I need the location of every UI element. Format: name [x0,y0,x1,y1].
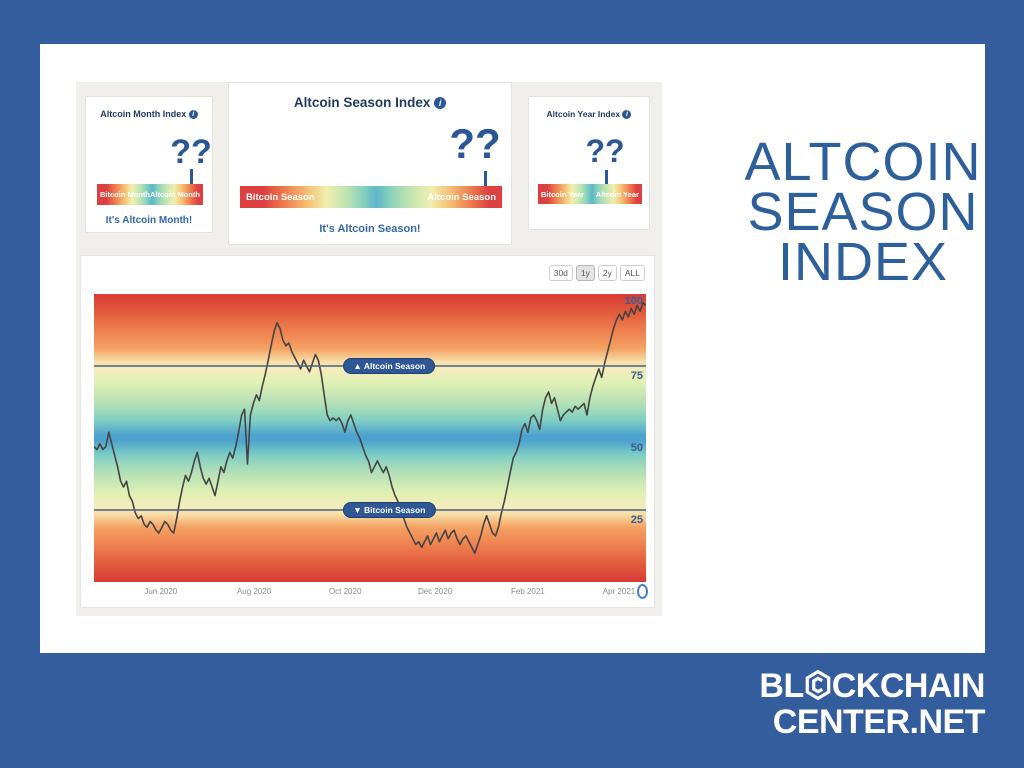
y-axis-label-75: 75 [630,370,643,382]
page-title-line-3: INDEX [777,232,949,292]
info-icon[interactable]: i [434,97,447,109]
month-caption: It's Altcoin Month! [105,215,193,226]
season-gradient-bar: Bitcoin Season Altcoin Season [240,186,502,208]
info-icon[interactable]: i [622,110,632,119]
x-axis-label-feb-2021: Feb 2021 [510,587,545,596]
y-axis-label-50: 50 [630,442,643,454]
y-axis-label-100: 100 [624,295,643,307]
content-panel: Altcoin Month Index i ?? Bitcoin Month A… [40,44,985,653]
range-button-all[interactable]: ALL [619,265,645,281]
website-screenshot-area: Altcoin Month Index i ?? Bitcoin Month A… [76,82,662,616]
blockchaincenter-logo: BL CKCHAIN CENTER.NET [759,668,985,740]
x-axis-label-dec-2020: Dec 2020 [418,587,453,596]
range-button-1y[interactable]: 1y [575,265,595,281]
x-axis-label-aug-2020: Aug 2020 [236,587,272,596]
month-gradient-bar: Bitcoin Month Altcoin Month [97,184,203,205]
year-index-value: ?? [585,133,625,169]
bitcoin-month-label: Bitcoin Month [100,190,150,199]
page-title: ALTCOIN SEASON INDEX [702,132,1024,292]
page-title-line-2: SEASON [747,182,979,242]
season-index-value: ?? [449,120,501,167]
index-chart-plot-area[interactable]: ▲ Altcoin Season ▼ Bitcoin Season 100 75 50 2… [94,294,646,582]
month-index-value: ?? [170,133,212,171]
bitcoin-year-label: Bitcoin Year [541,189,585,199]
y-axis-label-25: 25 [630,514,643,526]
x-axis-label-jun-2020: Jun 2020 [144,587,178,596]
range-button-2y[interactable]: 2y [597,265,617,281]
info-icon[interactable]: i [188,110,198,119]
altcoin-month-index-title: Altcoin Month Index [100,109,187,119]
threshold-pill-altcoin-season: ▲ Altcoin Season [343,358,436,374]
hexagon-watermark-icon[interactable] [637,584,648,599]
index-history-chart-card: 30d 1y 2y ALL ▲ Altcoin Season ▼ Bitcoin Sea… [80,255,655,608]
logo-line-1: BL CKCHAIN [759,667,985,705]
year-gradient-bar: Bitcoin Year Altcoin Year [538,184,642,204]
bitcoin-season-label: Bitcoin Season [246,191,315,203]
x-axis-label-oct-2020: Oct 2020 [328,587,362,596]
altcoin-year-index-card: Altcoin Year Index i ?? Bitcoin Year Alt… [528,96,650,230]
x-axis-label-apr-2021: Apr 2021 [602,587,636,596]
altcoin-month-label: Altcoin Month [150,190,200,199]
range-button-30d[interactable]: 30d [548,265,573,281]
altcoin-season-label: Altcoin Season [427,191,496,203]
card-title: Altcoin Season Index i [229,95,511,110]
altcoin-month-index-card: Altcoin Month Index i ?? Bitcoin Month A… [85,96,213,233]
index-line-series [94,301,646,555]
logo-line-2: CENTER.NET [772,703,986,741]
altcoin-year-index-title: Altcoin Year Index [546,109,621,119]
card-title: Altcoin Month Index i [86,109,212,119]
hexagon-logo-icon [805,669,831,701]
altcoin-season-index-title: Altcoin Season Index [293,95,431,110]
card-title: Altcoin Year Index i [529,109,649,119]
season-caption: It's Altcoin Season! [319,223,421,235]
page-title-line-1: ALTCOIN [744,132,982,192]
time-range-buttons: 30d 1y 2y ALL [548,265,645,281]
chart-x-axis: Jun 2020 Aug 2020 Oct 2020 Dec 2020 Feb 2021… [94,587,646,599]
altcoin-season-index-card: Altcoin Season Index i ?? Bitcoin Season… [228,82,512,245]
altcoin-year-label: Altcoin Year [595,189,639,199]
threshold-pill-bitcoin-season: ▼ Bitcoin Season [343,502,436,518]
